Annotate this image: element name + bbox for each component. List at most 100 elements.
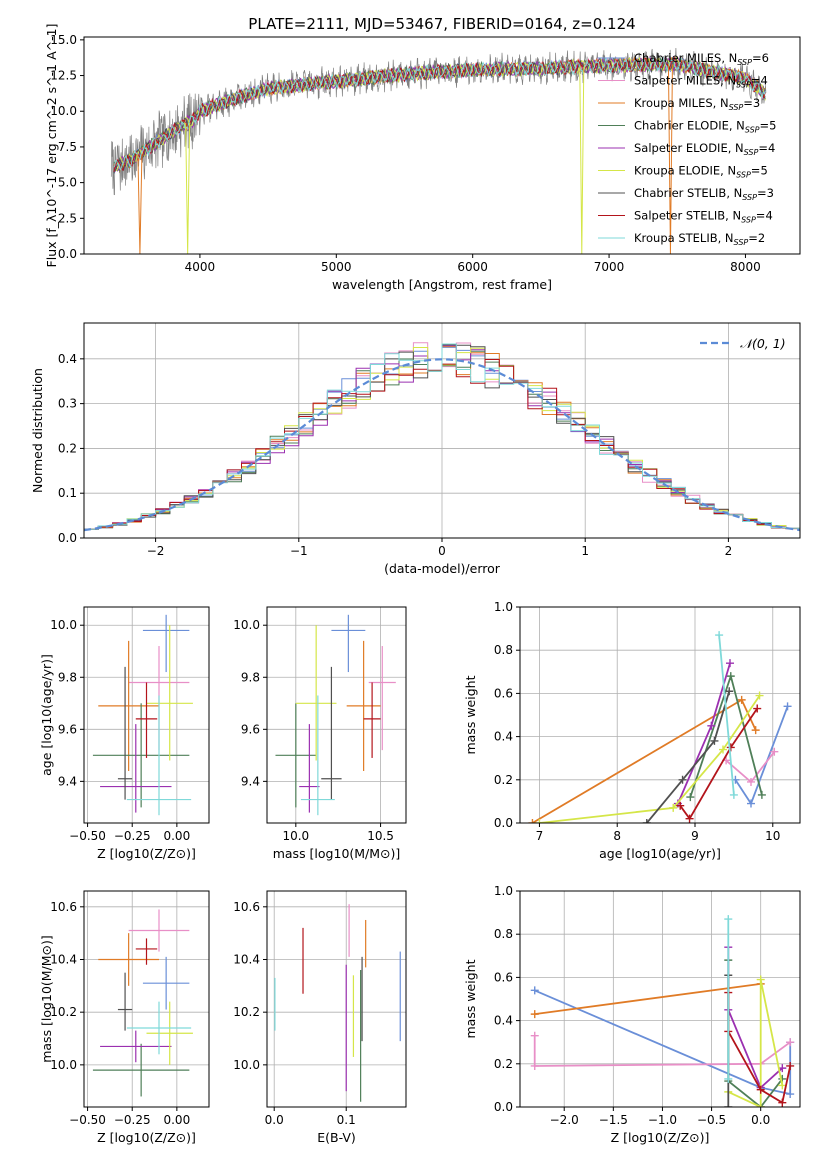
plot-area bbox=[92, 614, 193, 816]
y-tick-label: 10.4 bbox=[233, 952, 260, 966]
y-tick-label: 0.8 bbox=[494, 643, 513, 657]
errorbar-point bbox=[128, 909, 190, 952]
mass-weight-series bbox=[727, 979, 784, 1107]
x-tick-label: −0.25 bbox=[114, 829, 151, 843]
axes-frame bbox=[83, 606, 210, 824]
plot-area bbox=[110, 47, 767, 254]
mass-weight-marker bbox=[642, 819, 651, 823]
mass-weight-marker bbox=[747, 777, 755, 786]
mass-weight-marker bbox=[751, 726, 760, 735]
mass-weight-marker bbox=[753, 704, 762, 713]
x-tick-label: 0.00 bbox=[163, 1113, 190, 1127]
y-tick-label: 10.0 bbox=[233, 618, 260, 632]
y-tick-label: 7.5 bbox=[58, 140, 77, 154]
mass-weight-marker bbox=[530, 986, 539, 995]
y-tick-label: 9.6 bbox=[241, 722, 260, 736]
errorbar-point bbox=[135, 938, 158, 965]
weight-vs-metallicity-panel: −2.0 −1.5 −1.0 −0.5 0.0 0.0 0.2 0.4 0.6 0.8 1.0 Z [… bbox=[463, 884, 801, 1145]
mass-vs-metallicity-panel: −0.50 −0.25 0.00 10.0 10.2 10.4 10.6 Z [log10(Z… bbox=[39, 890, 210, 1145]
model-dropout bbox=[667, 64, 673, 254]
model-dropout bbox=[185, 122, 191, 254]
y-tick-label: 9.4 bbox=[58, 774, 77, 788]
axes-frame bbox=[519, 890, 801, 1108]
x-tick-label: 0.1 bbox=[337, 1113, 356, 1127]
x-tick-label: −1 bbox=[290, 544, 308, 558]
y-tick-label: 10.0 bbox=[233, 1058, 260, 1072]
y-tick-label: 0.1 bbox=[58, 486, 77, 500]
y-tick-label: 10.0 bbox=[50, 104, 77, 118]
mass-weight-marker bbox=[755, 691, 764, 700]
x-tick-label: 9 bbox=[691, 829, 699, 843]
x-tick-label: 5000 bbox=[321, 260, 352, 274]
y-tick-label: 0.6 bbox=[494, 970, 513, 984]
age-vs-metallicity-panel: −0.50 −0.25 0.00 9.4 9.6 9.8 10.0 Z [log10(Z/Z⊙… bbox=[39, 606, 210, 861]
legend-entry: Kroupa MILES, NSSP=3 bbox=[634, 96, 760, 112]
y-tick-label: 1.0 bbox=[494, 600, 513, 614]
errorbar-point bbox=[92, 703, 190, 808]
mass-weight-marker bbox=[686, 793, 695, 802]
model-spectrum bbox=[113, 56, 766, 171]
mass-weight-marker bbox=[726, 672, 735, 681]
x-axis-label: mass [log10(M/M⊙)] bbox=[273, 846, 401, 861]
x-tick-label: −0.5 bbox=[697, 1113, 726, 1127]
axes-frame bbox=[83, 36, 801, 255]
plot-area bbox=[274, 904, 401, 1102]
axes-frame bbox=[83, 890, 210, 1108]
mass-weight-marker bbox=[530, 1010, 539, 1019]
mass-weight-marker bbox=[778, 1081, 787, 1090]
x-tick-label: −2.0 bbox=[550, 1113, 579, 1127]
y-tick-label: 10.6 bbox=[233, 900, 260, 914]
y-tick-label: 0.2 bbox=[494, 773, 513, 787]
errorbar-point bbox=[331, 614, 366, 673]
spectrum-legend: Chabrier MILES, NSSP=6 Salpeter MILES, NS… bbox=[598, 51, 776, 247]
mass-weight-series bbox=[679, 707, 758, 821]
legend-entry: Salpeter ELODIE, NSSP=4 bbox=[634, 141, 775, 157]
errorbar-point bbox=[363, 682, 381, 758]
mass-weight-marker bbox=[786, 1061, 795, 1070]
x-tick-label: 0.00 bbox=[163, 829, 190, 843]
mass-weight-marker bbox=[710, 736, 719, 745]
y-tick-label: 0.4 bbox=[494, 1014, 513, 1028]
plot-area bbox=[530, 915, 795, 1107]
x-tick-label: −2 bbox=[147, 544, 165, 558]
normal-reference-curve bbox=[84, 358, 800, 532]
x-axis-label: Z [log10(Z/Z⊙)] bbox=[97, 1130, 196, 1145]
mass-weight-marker bbox=[724, 1074, 733, 1083]
y-tick-label: 10.0 bbox=[50, 618, 77, 632]
errorbar-point bbox=[275, 703, 317, 808]
mass-weight-marker bbox=[528, 819, 537, 823]
errorbar-point bbox=[142, 956, 190, 1010]
errorbar-point bbox=[299, 724, 320, 813]
y-tick-label: 9.6 bbox=[58, 722, 77, 736]
legend-entry: Kroupa ELODIE, NSSP=5 bbox=[634, 164, 768, 180]
spectrum-panel: 4000 5000 6000 7000 8000 0.0 2.5 5.0 7.5 10.0 12.5… bbox=[44, 24, 801, 292]
errorbar-point bbox=[146, 625, 193, 761]
mass-weight-series bbox=[727, 947, 783, 1090]
x-tick-label: 8 bbox=[613, 829, 621, 843]
errorbar-point bbox=[117, 972, 133, 1031]
x-tick-label: 1 bbox=[581, 544, 589, 558]
x-axis-label: wavelength [Angstrom, rest frame] bbox=[332, 277, 552, 292]
errorbar-point bbox=[300, 695, 335, 816]
mass-weight-marker bbox=[719, 745, 727, 754]
errorbar-point bbox=[146, 1001, 193, 1065]
mass-weight-marker bbox=[725, 687, 734, 696]
x-tick-label: 7000 bbox=[594, 260, 625, 274]
mass-weight-marker bbox=[756, 1103, 765, 1107]
y-tick-label: 10.2 bbox=[50, 1005, 77, 1019]
mass-weight-series bbox=[727, 992, 792, 1105]
mass-weight-marker bbox=[685, 814, 694, 823]
y-tick-label: 10.0 bbox=[50, 1058, 77, 1072]
errorbar-point bbox=[126, 695, 192, 816]
legend-entry: 𝒩(0, 1) bbox=[740, 336, 786, 351]
legend-entry: Salpeter STELIB, NSSP=4 bbox=[634, 209, 773, 225]
legend-entry: Kroupa STELIB, NSSP=2 bbox=[634, 231, 765, 247]
y-tick-label: 0.0 bbox=[58, 531, 77, 545]
mass-weight-marker bbox=[726, 743, 735, 752]
y-tick-label: 0.4 bbox=[494, 730, 513, 744]
mass-weight-marker bbox=[786, 1038, 795, 1047]
plot-area bbox=[92, 909, 193, 1097]
plot-area bbox=[84, 342, 800, 532]
age-vs-mass-panel: 10.0 10.5 9.4 9.6 9.8 10.0 mass [log10(M/M⊙)] bbox=[233, 606, 407, 861]
y-tick-label: 15.0 bbox=[50, 33, 77, 47]
